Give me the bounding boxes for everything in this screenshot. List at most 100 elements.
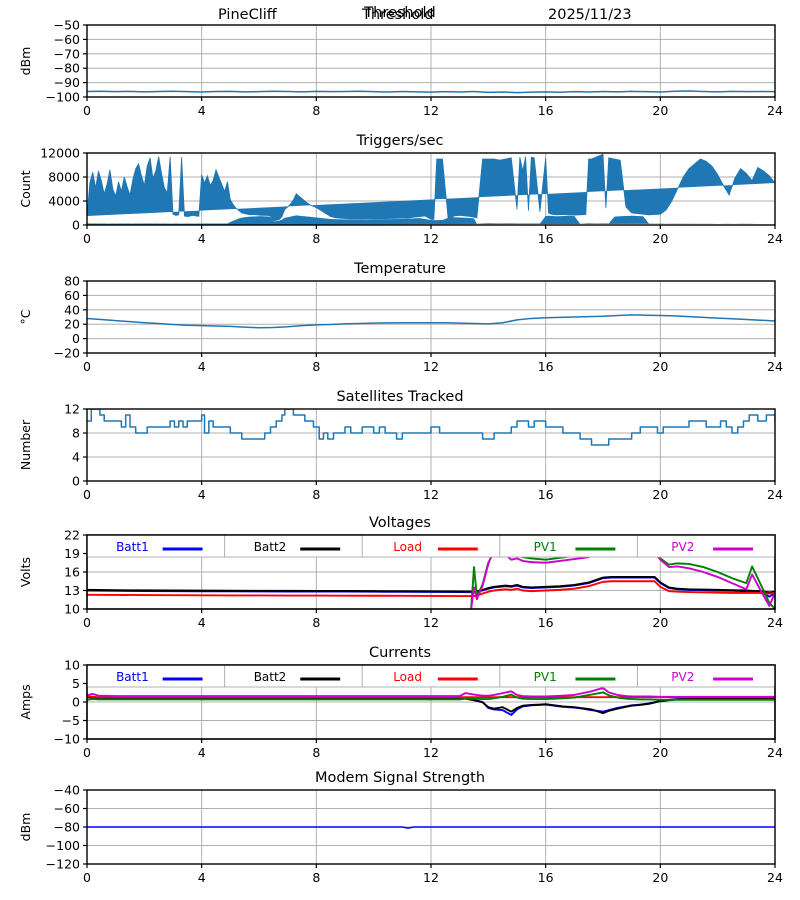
y-axis-label: Amps: [18, 684, 33, 719]
x-tick-label: 4: [198, 745, 206, 760]
x-tick-label: 0: [83, 231, 91, 246]
x-tick-label: 4: [198, 487, 206, 502]
y-axis-label: Count: [18, 170, 33, 207]
x-tick-label: 20: [652, 615, 668, 630]
x-tick-label: 12: [423, 231, 439, 246]
legend-label-batt1: Batt1: [116, 670, 149, 684]
x-tick-label: 24: [767, 487, 783, 502]
x-tick-label: 0: [83, 487, 91, 502]
x-tick-label: 8: [312, 103, 320, 118]
y-tick-label: 12: [64, 402, 80, 417]
y-tick-label: −50: [54, 18, 80, 33]
x-tick-label: 16: [538, 359, 554, 374]
x-tick-label: 16: [538, 615, 554, 630]
panel-triggers-sec: Triggers/sec 0 4000 8000 12000 0 4 8 12 16 20 24 Cou…: [0, 133, 800, 253]
x-tick-label: 20: [652, 359, 668, 374]
x-tick-label: 12: [423, 359, 439, 374]
panel-title: Modem Signal Strength: [314, 770, 486, 786]
y-tick-label: 8: [72, 426, 80, 441]
y-axis-label: dBm: [18, 813, 33, 842]
y-tick-label: 10: [64, 602, 80, 617]
y-tick-label: 16: [64, 565, 80, 580]
y-tick-label: −90: [54, 75, 80, 90]
series-threshold: [87, 90, 775, 94]
series-modem: [87, 826, 775, 829]
x-tick-label: 4: [198, 870, 206, 885]
panel-title: Triggers/sec: [356, 133, 444, 149]
x-tick-label: 4: [198, 359, 206, 374]
x-tick-label: 20: [652, 745, 668, 760]
legend-label-batt1: Batt1: [116, 540, 149, 554]
x-tick-label: 0: [83, 870, 91, 885]
mode-label: Threshold: [362, 7, 434, 23]
x-tick-label: 16: [538, 487, 554, 502]
y-axis-label: dBm: [18, 47, 33, 76]
site-name: PineCliff: [218, 7, 277, 23]
x-tick-label: 24: [767, 615, 783, 630]
panel-title: Threshold: [364, 5, 436, 21]
y-tick-label: 19: [64, 546, 80, 561]
y-axis-label: Volts: [18, 557, 33, 587]
series-Batt2: [87, 575, 775, 594]
y-tick-label: −100: [46, 838, 80, 853]
y-tick-label: 0: [72, 474, 80, 489]
date-label: 2025/11/23: [548, 7, 632, 23]
y-tick-label: −10: [54, 732, 80, 747]
panel-threshold: Threshold −100 −90 −80 −70 −60 −50 0 4 8 12 16 20 24 d…: [0, 5, 800, 125]
y-tick-label: −40: [54, 783, 80, 798]
panel-temperature: Temperature −20 0 20 40 60 80 0 4 8 12 16 20 24 °C: [0, 261, 800, 381]
chart-svg: 0 4000 8000 12000 0 4 8 12 16 20 24 Count: [18, 146, 783, 247]
x-tick-label: 0: [83, 615, 91, 630]
y-tick-label: 22: [64, 528, 80, 543]
x-tick-label: 20: [652, 487, 668, 502]
x-tick-label: 20: [652, 103, 668, 118]
y-tick-label: 80: [64, 274, 80, 289]
x-tick-label: 8: [312, 359, 320, 374]
x-tick-label: 8: [312, 745, 320, 760]
y-tick-label: −5: [62, 713, 80, 728]
y-tick-label: −120: [46, 857, 80, 872]
y-tick-label: 10: [64, 658, 80, 673]
x-tick-label: 16: [538, 745, 554, 760]
panel-title: Currents: [368, 645, 431, 661]
panel-satellites-tracked: Satellites Tracked 0 4 8 12 0 4 8 12 16 20 24 Number: [0, 389, 800, 509]
x-tick-label: 12: [423, 487, 439, 502]
series-PV1: [87, 691, 775, 701]
x-tick-label: 12: [423, 745, 439, 760]
x-tick-label: 24: [767, 359, 783, 374]
legend-label-batt2: Batt2: [254, 670, 287, 684]
x-tick-label: 24: [767, 103, 783, 118]
x-tick-label: 0: [83, 359, 91, 374]
x-tick-label: 12: [423, 615, 439, 630]
y-tick-label: −60: [54, 32, 80, 47]
legend-label-load: Load: [393, 670, 422, 684]
x-tick-label: 8: [312, 870, 320, 885]
y-tick-label: 60: [64, 288, 80, 303]
y-tick-label: −80: [54, 820, 80, 835]
y-tick-label: 0: [72, 695, 80, 710]
y-tick-label: 0: [72, 218, 80, 233]
y-tick-label: 4: [72, 450, 80, 465]
chart-svg: 10 13 16 19 22 0 4 8 12 16 20 24 Volts Batt1 Batt2 Load…: [18, 528, 783, 631]
series-Load: [87, 580, 775, 597]
chart-svg: 0 4 8 12 0 4 8 12 16 20 24 Number: [18, 402, 783, 503]
x-tick-label: 8: [312, 231, 320, 246]
x-tick-label: 4: [198, 103, 206, 118]
y-tick-label: −20: [54, 346, 80, 361]
legend-label-batt2: Batt2: [254, 540, 287, 554]
y-tick-label: 5: [72, 676, 80, 691]
panel-currents: Currents −10 −5 0 5 10 0 4 8 12 16 20 24 Amps Batt1 Bat…: [0, 645, 800, 767]
legend-label-pv1: PV1: [534, 670, 557, 684]
panel-modem-signal-strength: Modem Signal Strength −120 −100 −80 −60 −40 0 4…: [0, 770, 800, 892]
x-tick-label: 16: [538, 231, 554, 246]
legend-label-pv2: PV2: [671, 540, 694, 554]
chart-svg: −10 −5 0 5 10 0 4 8 12 16 20 24 Amps Batt1 Batt2 Load PV…: [18, 658, 783, 761]
panel-title: Voltages: [369, 515, 431, 531]
legend-label-pv1: PV1: [534, 540, 557, 554]
x-tick-label: 20: [652, 870, 668, 885]
x-tick-label: 0: [83, 745, 91, 760]
legend-label-load: Load: [393, 540, 422, 554]
x-tick-label: 20: [652, 231, 668, 246]
